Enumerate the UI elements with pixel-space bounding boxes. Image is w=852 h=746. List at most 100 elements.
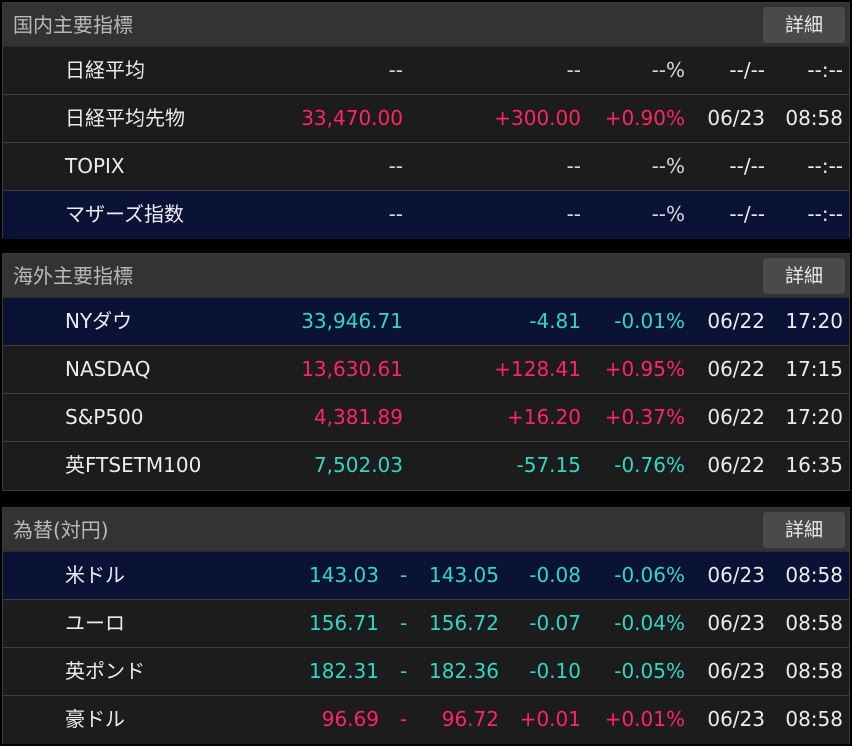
table-row[interactable]: 米ドル 143.03-143.05 -0.08 -0.06% 06/23 08:58 bbox=[3, 552, 849, 600]
domestic-indices-title: 国内主要指標 bbox=[13, 13, 133, 37]
row-value: -- bbox=[388, 202, 403, 226]
row-name: NASDAQ bbox=[65, 357, 151, 381]
row-time: --:-- bbox=[807, 58, 843, 82]
row-bid: 182.31 bbox=[309, 659, 379, 683]
row-date: 06/22 bbox=[707, 405, 765, 429]
row-date: 06/23 bbox=[707, 106, 765, 130]
row-time: 08:58 bbox=[785, 106, 843, 130]
table-row[interactable]: NYダウ 33,946.71 -4.81 -0.01% 06/22 17:20 bbox=[3, 298, 849, 346]
row-change: -- bbox=[566, 202, 581, 226]
forex-panel: 為替(対円) 詳細 米ドル 143.03-143.05 -0.08 -0.06% 06/… bbox=[2, 507, 850, 744]
row-value: -- bbox=[388, 58, 403, 82]
row-ask: 96.72 bbox=[441, 707, 499, 731]
forex-header: 為替(対円) 詳細 bbox=[3, 508, 849, 552]
overseas-detail-button[interactable]: 詳細 bbox=[763, 258, 845, 294]
row-change: -4.81 bbox=[529, 309, 581, 333]
row-date: 06/22 bbox=[707, 357, 765, 381]
row-name: 英FTSETM100 bbox=[65, 453, 202, 477]
row-name: マザーズ指数 bbox=[65, 202, 184, 226]
row-name: 日経平均先物 bbox=[65, 106, 185, 130]
row-name: 日経平均 bbox=[65, 58, 145, 82]
row-percent: --% bbox=[651, 154, 685, 178]
row-time: 16:35 bbox=[785, 453, 843, 477]
table-row[interactable]: NASDAQ 13,630.61 +128.41 +0.95% 06/22 17:15 bbox=[3, 346, 849, 394]
row-percent: -0.06% bbox=[614, 563, 685, 587]
row-percent: +0.37% bbox=[604, 405, 685, 429]
row-percent: --% bbox=[651, 58, 685, 82]
row-change: -0.08 bbox=[529, 563, 581, 587]
row-value: 13,630.61 bbox=[301, 357, 403, 381]
row-percent: -0.05% bbox=[614, 659, 685, 683]
forex-list: 米ドル 143.03-143.05 -0.08 -0.06% 06/23 08:58 ユーロ… bbox=[3, 552, 849, 744]
row-percent: -0.04% bbox=[614, 611, 685, 635]
row-time: 08:58 bbox=[785, 611, 843, 635]
row-date: 06/22 bbox=[707, 453, 765, 477]
row-percent: +0.95% bbox=[604, 357, 685, 381]
row-change: -0.10 bbox=[529, 659, 581, 683]
row-change: +300.00 bbox=[494, 106, 581, 130]
row-change: -0.07 bbox=[529, 611, 581, 635]
row-date: --/-- bbox=[729, 154, 765, 178]
row-time: 08:58 bbox=[785, 707, 843, 731]
row-separator: - bbox=[400, 659, 408, 683]
row-separator: - bbox=[400, 707, 408, 731]
row-value: 33,470.00 bbox=[301, 106, 403, 130]
table-row[interactable]: マザーズ指数 -- -- --% --/-- --:-- bbox=[3, 191, 849, 239]
row-name: ユーロ bbox=[65, 611, 125, 635]
row-time: --:-- bbox=[807, 154, 843, 178]
table-row[interactable]: 英ポンド 182.31-182.36 -0.10 -0.05% 06/23 08:58 bbox=[3, 648, 849, 696]
row-value: 7,502.03 bbox=[313, 453, 403, 477]
row-value: 33,946.71 bbox=[301, 309, 403, 333]
row-ask: 143.05 bbox=[429, 563, 499, 587]
row-bid: 96.69 bbox=[321, 707, 379, 731]
row-change: +16.20 bbox=[506, 405, 581, 429]
row-separator: - bbox=[400, 611, 408, 635]
domestic-indices-panel: 国内主要指標 詳細 日経平均 -- -- --% --/-- --:-- 日経平均先物 33,… bbox=[2, 2, 850, 239]
row-time: 08:58 bbox=[785, 659, 843, 683]
domestic-detail-button[interactable]: 詳細 bbox=[763, 7, 845, 43]
row-name: S&P500 bbox=[65, 405, 144, 429]
table-row[interactable]: TOPIX -- -- --% --/-- --:-- bbox=[3, 143, 849, 191]
row-separator: - bbox=[400, 563, 408, 587]
row-date: --/-- bbox=[729, 58, 765, 82]
row-change: -57.15 bbox=[516, 453, 581, 477]
table-row[interactable]: ユーロ 156.71-156.72 -0.07 -0.04% 06/23 08:58 bbox=[3, 600, 849, 648]
row-time: 17:15 bbox=[785, 357, 843, 381]
row-bid: 143.03 bbox=[309, 563, 379, 587]
domestic-indices-list: 日経平均 -- -- --% --/-- --:-- 日経平均先物 33,470.00 +300… bbox=[3, 47, 849, 239]
forex-detail-button[interactable]: 詳細 bbox=[763, 512, 845, 548]
table-row[interactable]: 日経平均先物 33,470.00 +300.00 +0.90% 06/23 08:58 bbox=[3, 95, 849, 143]
overseas-indices-list: NYダウ 33,946.71 -4.81 -0.01% 06/22 17:20 NASDAQ… bbox=[3, 298, 849, 490]
row-date: 06/23 bbox=[707, 563, 765, 587]
row-percent: -0.76% bbox=[614, 453, 685, 477]
table-row[interactable]: 日経平均 -- -- --% --/-- --:-- bbox=[3, 47, 849, 95]
row-percent: +0.90% bbox=[604, 106, 685, 130]
row-date: 06/23 bbox=[707, 611, 765, 635]
table-row[interactable]: S&P500 4,381.89 +16.20 +0.37% 06/22 17:20 bbox=[3, 394, 849, 442]
row-change: +0.01 bbox=[519, 707, 581, 731]
forex-title: 為替(対円) bbox=[13, 518, 109, 542]
overseas-indices-panel: 海外主要指標 詳細 NYダウ 33,946.71 -4.81 -0.01% 06/22 1… bbox=[2, 253, 850, 491]
row-change: -- bbox=[566, 58, 581, 82]
overseas-indices-title: 海外主要指標 bbox=[13, 264, 133, 288]
row-percent: --% bbox=[651, 202, 685, 226]
row-name: 豪ドル bbox=[65, 707, 125, 731]
row-change: +128.41 bbox=[494, 357, 581, 381]
table-row[interactable]: 豪ドル 96.69- 96.72 +0.01 +0.01% 06/23 08:58 bbox=[3, 696, 849, 744]
row-value: 4,381.89 bbox=[313, 405, 403, 429]
row-name: NYダウ bbox=[65, 309, 133, 333]
row-ask: 156.72 bbox=[429, 611, 499, 635]
row-date: 06/23 bbox=[707, 659, 765, 683]
row-ask: 182.36 bbox=[429, 659, 499, 683]
table-row[interactable]: 英FTSETM100 7,502.03 -57.15 -0.76% 06/22 16:35 bbox=[3, 442, 849, 490]
row-date: --/-- bbox=[729, 202, 765, 226]
row-date: 06/22 bbox=[707, 309, 765, 333]
row-name: 英ポンド bbox=[65, 659, 145, 683]
row-value: -- bbox=[388, 154, 403, 178]
row-time: 08:58 bbox=[785, 563, 843, 587]
row-time: 17:20 bbox=[785, 309, 843, 333]
row-name: 米ドル bbox=[65, 563, 125, 587]
domestic-indices-header: 国内主要指標 詳細 bbox=[3, 3, 849, 47]
row-date: 06/23 bbox=[707, 707, 765, 731]
row-percent: +0.01% bbox=[604, 707, 685, 731]
